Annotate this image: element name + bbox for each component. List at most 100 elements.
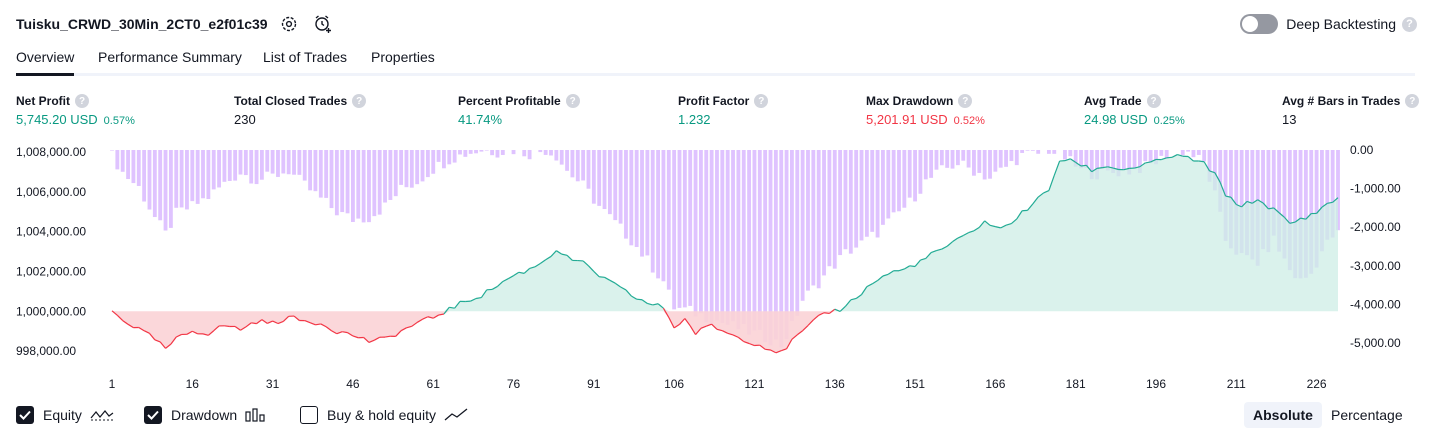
metric-percent-profitable: Percent Profitable? 41.74% — [458, 92, 580, 127]
x-axis-tick-label: 151 — [905, 377, 925, 391]
drawdown-bar — [168, 150, 173, 228]
drawdown-bar — [120, 150, 125, 172]
drawdown-bar — [698, 150, 703, 314]
drawdown-bar — [832, 150, 837, 269]
drawdown-bar — [677, 150, 682, 308]
equity-line-segment — [1075, 161, 1082, 167]
settings-gear-icon[interactable] — [278, 13, 300, 35]
equity-line-segment — [529, 266, 536, 270]
info-icon[interactable]: ? — [75, 94, 89, 108]
equity-line-segment — [154, 339, 161, 343]
drawdown-bar — [1266, 150, 1271, 253]
equity-line-segment — [1112, 167, 1119, 171]
equity-line-segment — [973, 226, 980, 232]
equity-line-segment — [1300, 217, 1306, 220]
buy-hold-line-icon — [444, 408, 468, 422]
deep-backtesting-help-icon[interactable]: ? — [1402, 16, 1417, 32]
deep-backtesting-control: Deep Backtesting ? — [1240, 13, 1417, 35]
legend-equity[interactable]: Equity — [16, 404, 114, 426]
drawdown-bar — [634, 150, 639, 247]
equity-line-segment — [320, 323, 327, 328]
equity-line-segment — [716, 328, 723, 332]
equity-line-segment — [395, 330, 402, 337]
absolute-mode-button[interactable]: Absolute — [1244, 402, 1322, 428]
deep-backtesting-toggle[interactable] — [1240, 14, 1279, 34]
equity-line-segment — [957, 234, 964, 239]
drawdown-bar — [859, 150, 864, 241]
tab-list-of-trades[interactable]: List of Trades — [263, 49, 348, 65]
drawdown-bar — [1271, 150, 1276, 236]
right-axis-tick-label: -4,000.00 — [1350, 297, 1401, 311]
equity-line-icon — [90, 408, 114, 422]
buy-hold-checkbox[interactable] — [300, 406, 318, 424]
drawdown-bar — [752, 150, 757, 331]
drawdown-bar — [891, 150, 896, 213]
equity-line-segment — [1150, 158, 1157, 163]
legend-buy-hold-equity[interactable]: Buy & hold equity — [300, 404, 468, 426]
drawdown-checkbox[interactable] — [144, 406, 162, 424]
drawdown-bar — [731, 150, 735, 322]
drawdown-bar — [399, 150, 404, 185]
drawdown-bar — [1116, 150, 1121, 177]
metric-value: 1.232 — [678, 112, 711, 127]
equity-line-segment — [277, 320, 284, 325]
add-alert-clock-icon[interactable] — [312, 13, 334, 35]
equity-line-segment — [877, 275, 884, 281]
drawdown-bar — [661, 150, 666, 282]
equity-line-segment — [1048, 175, 1055, 191]
legend-drawdown[interactable]: Drawdown — [144, 404, 267, 426]
tab-properties[interactable]: Properties — [371, 49, 435, 65]
drawdown-bar — [929, 150, 934, 178]
tab-overview[interactable]: Overview — [16, 49, 75, 76]
drawdown-bar — [982, 150, 987, 180]
metric-total-closed-trades: Total Closed Trades? 230 — [234, 92, 367, 127]
tab-performance-summary[interactable]: Performance Summary — [98, 49, 242, 65]
equity-line-segment — [165, 343, 172, 349]
drawdown-bar — [372, 150, 377, 217]
drawdown-bar — [233, 150, 238, 181]
drawdown-bar — [543, 150, 548, 155]
equity-line-segment — [941, 245, 948, 250]
equity-line-segment — [647, 302, 653, 306]
equity-line-segment — [770, 349, 777, 354]
drawdown-bar — [961, 150, 966, 161]
info-icon[interactable]: ? — [1405, 94, 1420, 108]
equity-line-segment — [700, 325, 707, 329]
drawdown-bar — [361, 150, 366, 223]
drawdown-bar — [1036, 150, 1041, 154]
drawdown-bar — [377, 150, 382, 215]
info-icon[interactable]: ? — [565, 94, 580, 108]
drawdown-bar — [1073, 150, 1078, 167]
x-axis-tick-label: 121 — [744, 377, 764, 391]
percentage-mode-button[interactable]: Percentage — [1331, 407, 1403, 423]
info-icon[interactable]: ? — [1146, 94, 1161, 108]
drawdown-bar — [843, 150, 848, 250]
right-axis-tick-label: 0.00 — [1350, 143, 1374, 157]
left-axis-tick-label: 1,000,000.00 — [16, 304, 86, 318]
equity-line-segment — [111, 310, 118, 316]
drawdown-bar — [463, 150, 468, 157]
drawdown-bar — [152, 150, 157, 218]
equity-line-segment — [668, 317, 675, 329]
info-icon[interactable]: ? — [958, 94, 973, 108]
info-icon[interactable]: ? — [754, 94, 769, 108]
equity-line-segment — [116, 314, 124, 322]
equity-line-segment — [261, 319, 268, 324]
drawdown-bar — [1004, 150, 1008, 167]
equity-drawdown-chart[interactable]: 1,008,000.00 1,006,000.00 1,004,000.00 1,00… — [0, 140, 1431, 395]
info-icon[interactable]: ? — [352, 94, 367, 108]
drawdown-bar — [640, 150, 644, 257]
drawdown-bar — [741, 150, 746, 325]
drawdown-bar — [351, 150, 355, 222]
drawdown-bar — [500, 150, 505, 155]
drawdown-bar — [158, 150, 163, 221]
equity-line-segment — [925, 252, 932, 259]
drawdown-bar — [570, 150, 575, 178]
drawdown-bar — [286, 150, 291, 175]
equity-line-segment — [1305, 213, 1312, 220]
equity-checkbox[interactable] — [16, 406, 34, 424]
x-axis-tick-label: 91 — [587, 377, 601, 391]
equity-line-segment — [1032, 196, 1039, 205]
drawdown-bar — [1025, 150, 1030, 151]
drawdown-bar — [565, 150, 569, 171]
